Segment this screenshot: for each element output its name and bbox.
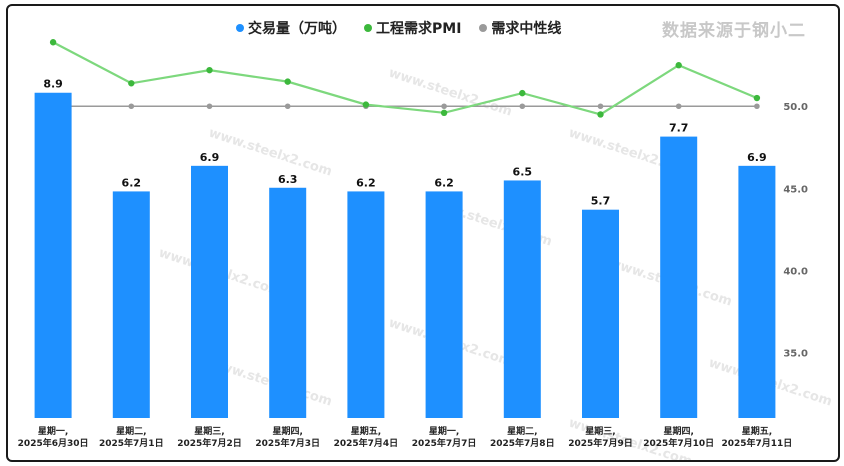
x-axis-categories: 星期一,2025年6月30日星期二,2025年7月1日星期三,2025年7月2日… [18,425,793,449]
legend-volume-marker [236,24,244,32]
category-label-date: 2025年7月2日 [177,437,242,449]
neutral-point[interactable] [128,103,135,110]
legend-neutral-label: 需求中性线 [491,21,562,37]
volume-bar-label: 6.3 [278,173,298,186]
neutral-point[interactable] [519,103,526,110]
category-label-date: 2025年7月11日 [721,437,792,449]
right-axis: 35.0 40.0 45.0 50.0 [783,102,808,359]
right-axis-tick-label: 50.0 [783,102,808,113]
legend-pmi-label: 工程需求PMI [376,21,462,37]
category-label-weekday: 星期四, [272,425,302,437]
volume-bar[interactable] [738,165,776,418]
pmi-line-layer [49,39,761,118]
pmi-series-line [52,41,758,116]
pmi-point[interactable] [519,89,526,97]
neutral-point[interactable] [206,103,213,110]
category-label-weekday: 星期一, [38,425,68,437]
category-label-date: 2025年6月30日 [18,437,89,449]
volume-bar[interactable] [34,92,72,418]
volume-bar[interactable] [660,136,698,418]
right-axis-tick-label: 35.0 [783,348,808,359]
category-label-date: 2025年7月1日 [99,437,164,449]
volume-bar[interactable] [191,165,228,418]
volume-bar[interactable] [425,191,463,418]
category-label-date: 2025年7月10日 [643,437,714,449]
legend-volume-label: 交易量（万吨） [248,21,346,37]
volume-bar-label: 6.9 [200,151,220,164]
category-label-date: 2025年7月9日 [568,437,633,449]
volume-bar-label: 6.2 [434,176,454,189]
legend-item-pmi[interactable]: 工程需求PMI [364,18,461,38]
pmi-point[interactable] [362,101,370,108]
volume-bar-label: 6.2 [122,176,142,189]
volume-bar-label: 7.7 [669,122,689,135]
pmi-point[interactable] [753,94,761,102]
watermark-text: www.steelx2.com [567,416,694,460]
category-label-weekday: 星期五, [351,425,381,437]
category-label-date: 2025年7月7日 [412,437,477,449]
category-label-date: 2025年7月3日 [255,437,320,449]
volume-bar[interactable] [582,209,619,418]
neutral-point[interactable] [597,103,604,110]
right-axis-tick-label: 40.0 [783,266,808,277]
volume-bar[interactable] [503,180,541,418]
right-axis-tick-label: 45.0 [783,184,808,195]
pmi-point[interactable] [440,109,448,117]
category-label-weekday: 星期五, [742,425,772,437]
category-label-weekday: 星期二, [116,425,146,437]
category-label-weekday: 星期二, [507,425,537,437]
legend-neutral-marker [479,24,488,32]
category-label-date: 2025年7月4日 [334,437,399,449]
volume-bar-label: 6.9 [747,151,767,164]
pmi-point[interactable] [284,78,291,85]
category-label-weekday: 星期一, [429,425,459,437]
volume-bar[interactable] [347,191,385,418]
chart-legend: 交易量（万吨） 工程需求PMI 需求中性线 [236,18,561,38]
volume-bar-label: 8.9 [43,78,63,91]
bar-layer: 8.9 6.2 6.9 6.3 6.2 6.2 6.5 5.7 7.7 6.9 [34,78,776,418]
category-label-weekday: 星期四, [663,425,693,437]
neutral-point[interactable] [754,103,760,110]
neutral-point[interactable] [284,103,291,110]
pmi-point[interactable] [597,111,604,118]
legend-item-volume[interactable]: 交易量（万吨） [236,18,346,38]
data-source-note: 数据来源于钢小二 [662,21,806,41]
volume-bar-label: 5.7 [591,195,611,208]
pmi-point[interactable] [675,62,682,69]
volume-bar-label: 6.2 [356,176,376,189]
volume-bar[interactable] [112,191,150,418]
pmi-point[interactable] [49,39,57,46]
volume-bar-label: 6.5 [513,165,533,178]
legend-item-neutral[interactable]: 需求中性线 [479,18,561,38]
category-label-weekday: 星期三, [194,425,224,437]
neutral-point[interactable] [675,103,682,110]
neutral-point[interactable] [441,103,447,110]
legend-pmi-marker [364,24,372,32]
pmi-point[interactable] [128,80,135,87]
category-label-date: 2025年7月8日 [490,437,555,449]
chart-frame: 交易量（万吨） 工程需求PMI 需求中性线 数据来源于钢小二 www.steel… [6,4,840,462]
pmi-point[interactable] [206,66,213,74]
category-label-weekday: 星期三, [585,425,615,437]
volume-bar[interactable] [269,187,307,418]
